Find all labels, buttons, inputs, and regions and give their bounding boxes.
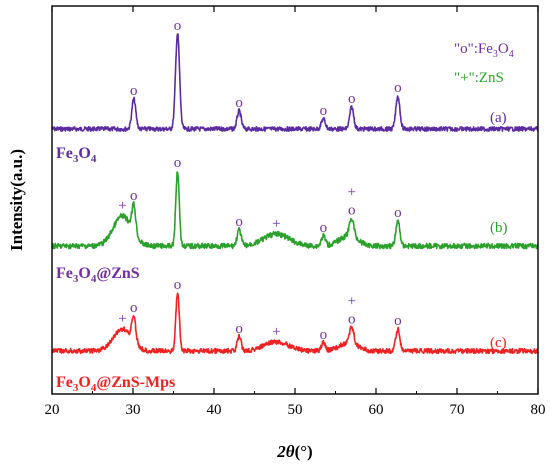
x-tick-label: 80 [531,402,546,418]
x-tick-label: 50 [288,402,303,418]
x-tick-label: 40 [207,402,222,418]
x-tick-label: 20 [45,402,60,418]
peak-marker-plus: + [118,198,126,214]
peak-marker-plus: + [272,216,280,232]
x-axis-label-unit: (°) [295,442,313,461]
series-name-part: 3 [73,153,79,165]
series-name-a: Fe3O4 [56,145,97,165]
x-tick-label: 70 [450,402,465,418]
peak-marker-o: o [130,83,138,99]
peak-marker-o: o [235,95,243,111]
series-name-part: O [78,374,90,391]
ticks-layer: 20 30 40 50 60 70 80 [45,6,546,418]
peak-marker-plus: + [118,311,126,327]
peak-marker-o: o [394,80,402,96]
x-axis-label-main: 2θ [276,442,295,461]
series-tag-a: (a) [490,110,507,126]
legend-plus-label: "+":ZnS [454,70,504,86]
peak-marker-o: o [348,311,356,327]
x-tick-label: 60 [369,402,384,418]
peak-marker-o: o [130,300,138,316]
legend-o-label-sub: 3 [493,49,498,60]
peak-marker-o: o [174,18,182,34]
peak-marker-o: o [320,220,328,236]
series-line-a [51,33,539,132]
peak-marker-o: o [320,327,328,343]
legend-o-label-sub2: 4 [509,49,514,60]
peak-marker-plus: + [347,185,355,201]
series-name-part: O [78,265,90,282]
series-name-part: 4 [91,273,97,285]
series-name-b: Fe3O4@ZnS [56,265,140,285]
peak-marker-o: o [348,203,356,219]
peak-marker-plus: + [347,293,355,309]
series-name-part: 3 [73,382,79,394]
series-tag-c: (c) [490,335,507,351]
peak-marker-o: o [235,321,243,337]
y-axis-label: Intensity(a.u.) [7,149,26,251]
marker-legend: "o":Fe3O4 "+":ZnS [454,41,514,86]
peak-marker-o: o [394,205,402,221]
peak-marker-o: o [235,214,243,230]
legend-o-label-text: "o":Fe [454,41,493,57]
x-axis-label: 2θ(°) [276,442,312,461]
series-tag-b: (b) [490,220,508,236]
series-name-part: @ZnS-Mps [96,374,175,391]
series-line-b [51,171,539,250]
x-tick-label: 30 [126,402,141,418]
series-name-c: Fe3O4@ZnS-Mps [56,374,175,394]
legend-o-label: "o":Fe3O4 [454,41,514,60]
peak-marker-o: o [320,103,328,119]
peak-marker-plus: + [272,324,280,340]
series-name-part: Fe [56,145,73,162]
series-layer [51,33,539,355]
legend-o-label-mid: O [498,41,509,57]
series-name-part: O [78,145,90,162]
peak-marker-o: o [130,188,138,204]
peak-marker-o: o [174,277,182,293]
peak-marker-o: o [394,313,402,329]
series-name-part: @ZnS [96,265,139,282]
series-name-part: 3 [73,273,79,285]
series-name-part: Fe [56,374,73,391]
series-name-part: 4 [91,382,97,394]
peak-marker-o: o [348,91,356,107]
series-line-c [51,292,539,355]
peak-marker-o: o [174,155,182,171]
labels-layer: Fe3O4(a)Fe3O4@ZnS(b)Fe3O4@ZnS-Mps(c) [56,110,508,394]
series-name-part: 4 [91,153,97,165]
series-name-part: Fe [56,265,73,282]
